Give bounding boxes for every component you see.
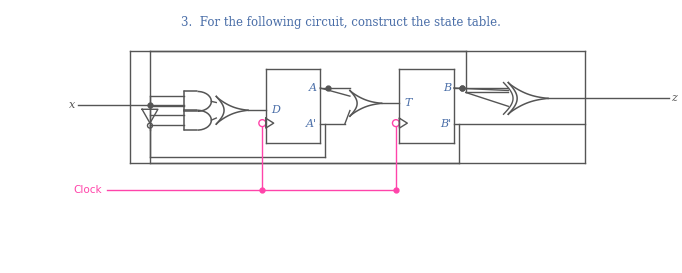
Text: A: A bbox=[309, 83, 317, 93]
Text: A': A' bbox=[306, 119, 317, 129]
Text: Clock: Clock bbox=[74, 185, 102, 195]
Text: D: D bbox=[271, 105, 280, 115]
Text: x: x bbox=[68, 100, 75, 110]
Text: 3.  For the following circuit, construct the state table.: 3. For the following circuit, construct … bbox=[181, 16, 501, 29]
Text: z: z bbox=[670, 93, 677, 103]
Text: B: B bbox=[443, 83, 451, 93]
Text: T: T bbox=[404, 98, 412, 108]
Text: B': B' bbox=[440, 119, 451, 129]
